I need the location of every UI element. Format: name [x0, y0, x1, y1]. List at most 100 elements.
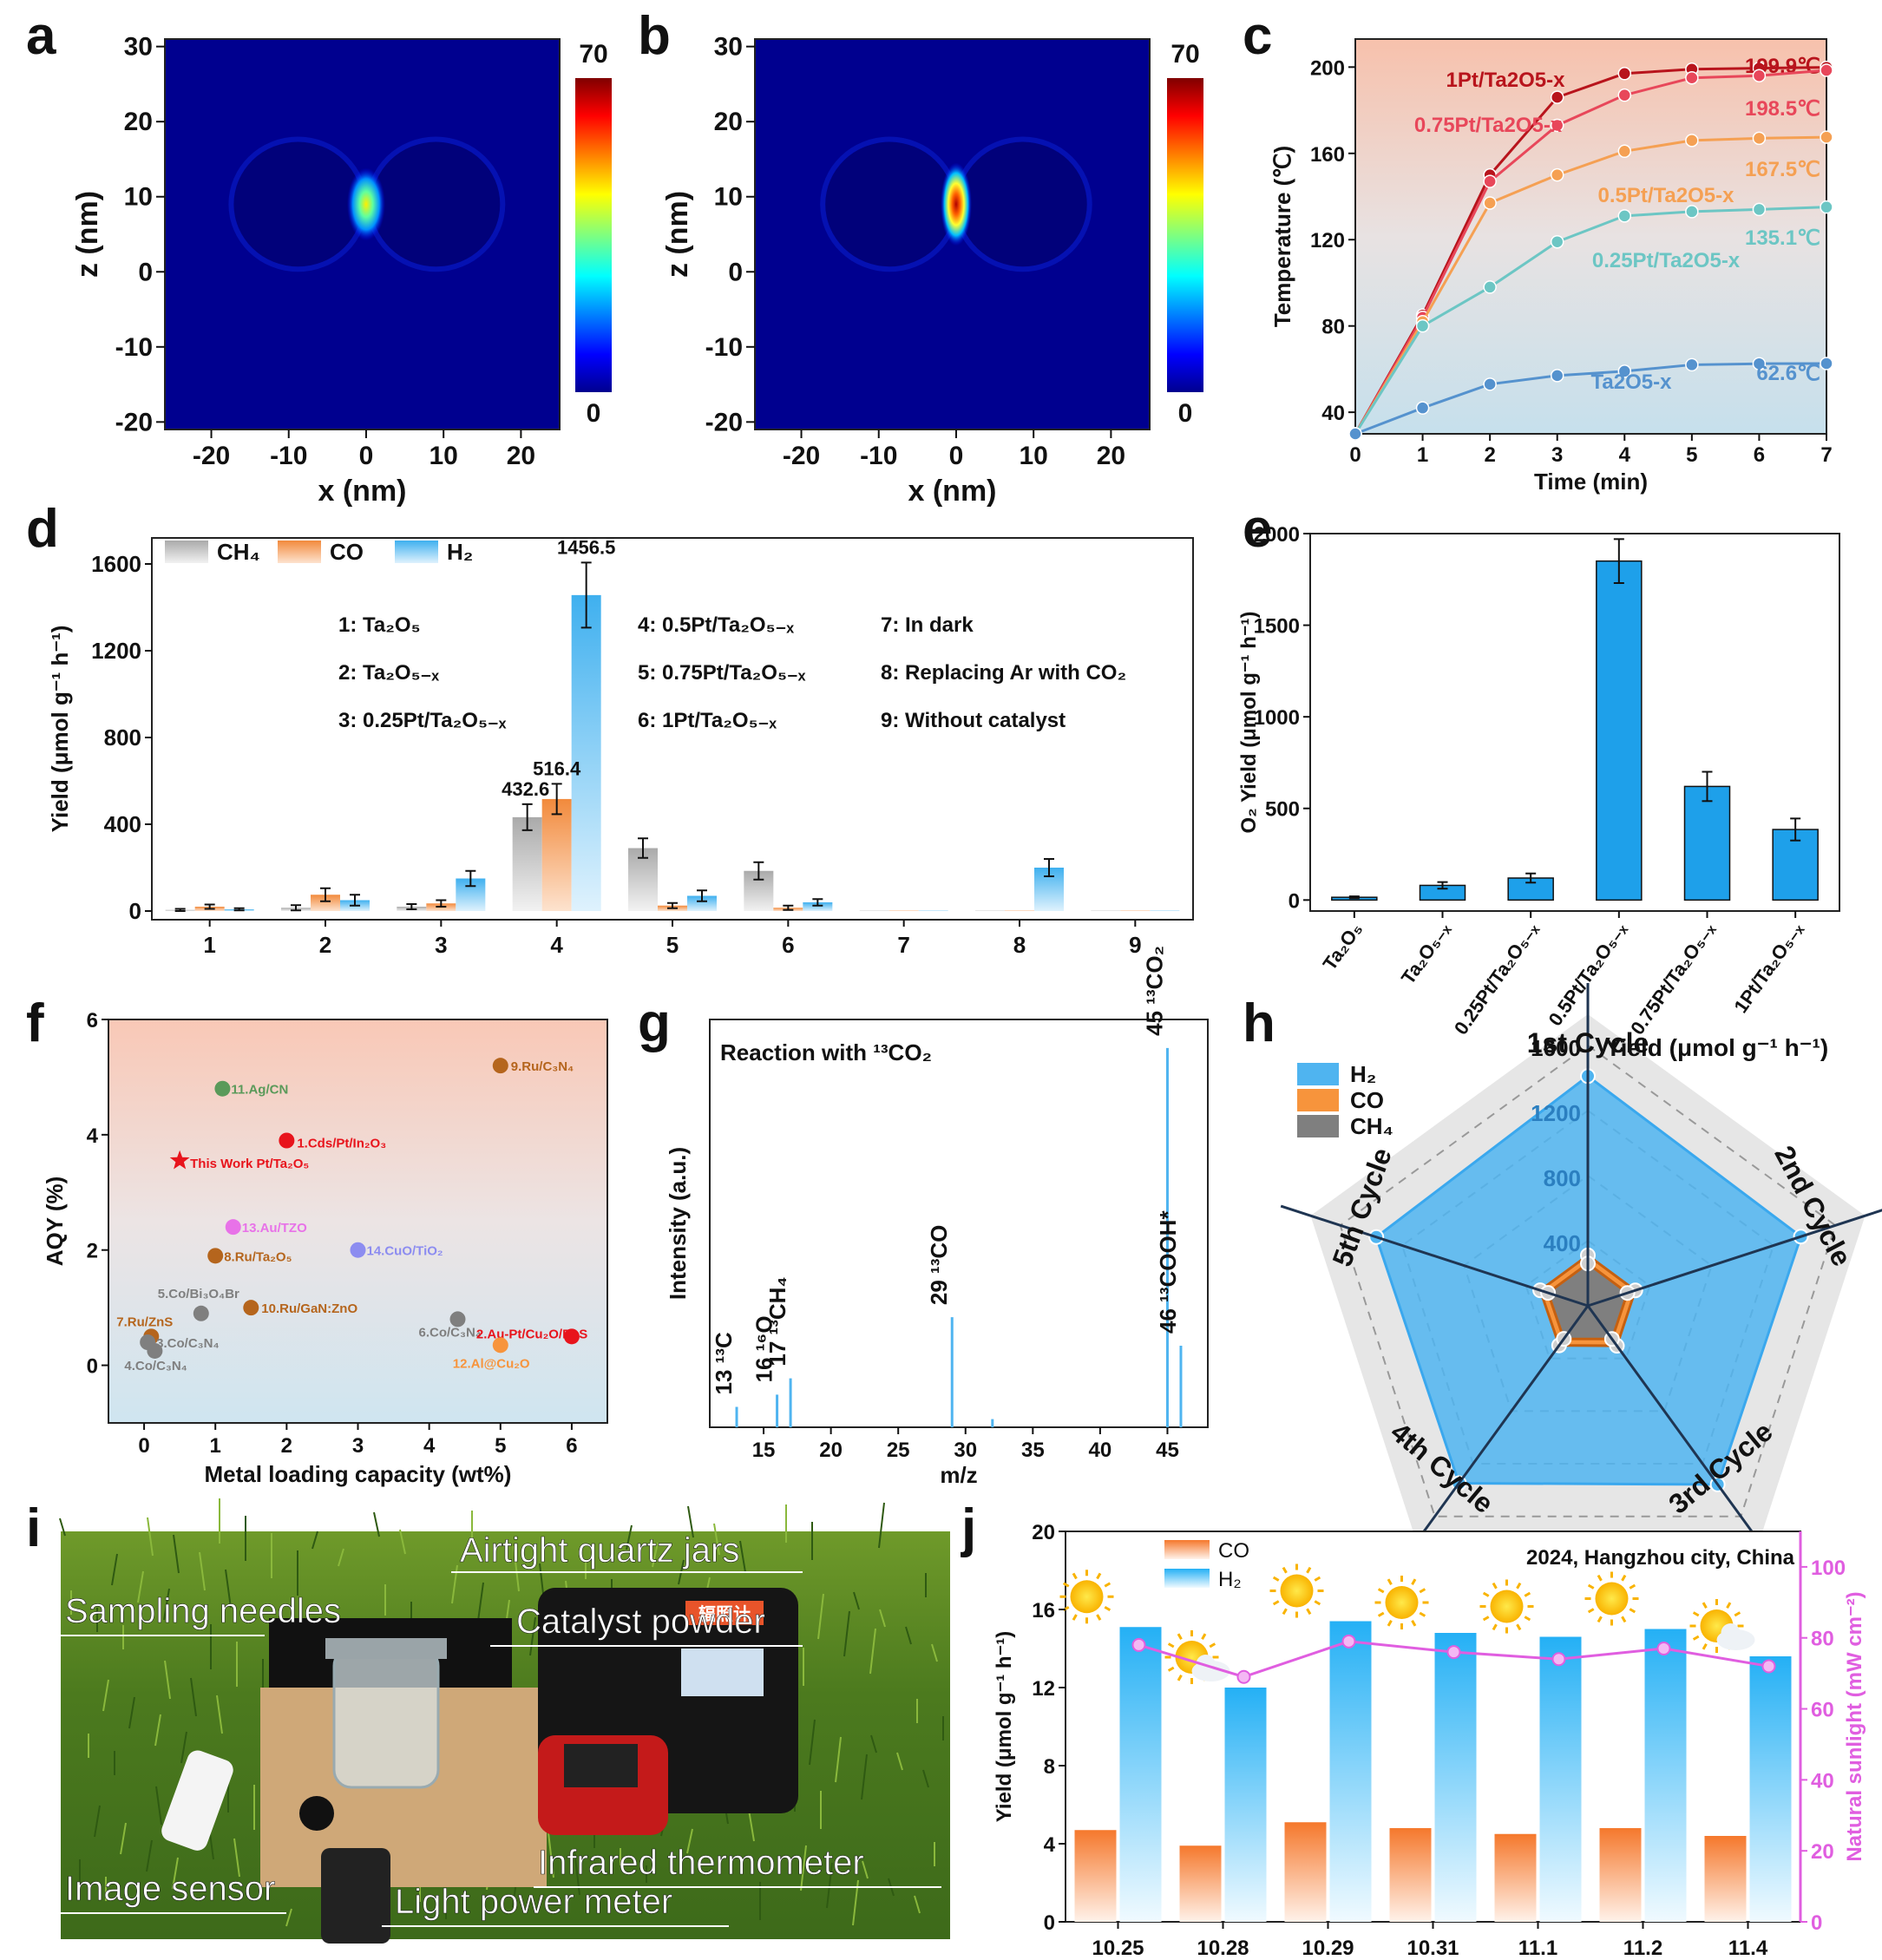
- sunlight-point: [1341, 1634, 1356, 1649]
- sun-ray: [1209, 1642, 1216, 1649]
- value-label: 1456.5: [557, 536, 615, 558]
- x-tick-label: 5: [495, 1434, 506, 1458]
- sun-ray: [1702, 1602, 1708, 1609]
- x-tick-label: 4: [1619, 443, 1631, 467]
- chart-title: Reaction with ¹³CO₂: [720, 1039, 932, 1065]
- grass-blade: [862, 1860, 869, 1879]
- data-point: [1617, 209, 1632, 223]
- y-tick-label: 0: [138, 258, 153, 286]
- x-tick-label: 2: [281, 1434, 292, 1458]
- grass-blade: [826, 1862, 833, 1909]
- radial-tick-label: 1200: [1531, 1100, 1581, 1126]
- series-line: [1354, 69, 1827, 435]
- grass-blade: [896, 1752, 903, 1771]
- point-label: 9.Ru/C₃N₄: [511, 1059, 574, 1074]
- y-tick-label: 40: [1321, 402, 1345, 425]
- bar: [1150, 910, 1180, 911]
- legend-label: H₂: [1218, 1568, 1242, 1591]
- grass-blade: [146, 1839, 153, 1872]
- data-point: [492, 1337, 508, 1354]
- data-star: [169, 1150, 190, 1170]
- y-tick-label: 2000: [1254, 523, 1300, 547]
- data-point: [1752, 202, 1767, 217]
- panel-letter: j: [961, 1498, 976, 1558]
- y-tick-label: 80: [1321, 316, 1345, 339]
- grass-blade: [199, 1551, 206, 1591]
- panel-letter: f: [26, 993, 44, 1053]
- point-label: 3.Co/C₃N₄: [156, 1336, 219, 1351]
- y-tick-label: 1200: [91, 638, 141, 664]
- legend-swatch: [1297, 1089, 1339, 1111]
- point-label: This Work Pt/Ta₂O₅: [190, 1157, 309, 1171]
- bar: [1389, 1828, 1432, 1922]
- data-point: [207, 1248, 224, 1264]
- sun-ray: [1104, 1582, 1111, 1588]
- series-label: 0.25Pt/Ta2O5-x: [1592, 249, 1741, 272]
- data-point: [1820, 357, 1833, 370]
- sun-ray: [1734, 1611, 1741, 1617]
- series-label: Ta2O5-x: [1591, 370, 1673, 394]
- grass-blade: [686, 1828, 693, 1854]
- data-point: [492, 1058, 508, 1074]
- panel-f: 0 1 2 3 4 5 6 0 2 4 6 Metal loading capacity (wt%) A…: [42, 1009, 608, 1487]
- y-tick-label: -20: [705, 408, 743, 436]
- grass-blade: [225, 1569, 232, 1609]
- sun-ray: [1377, 1588, 1385, 1594]
- case-sticker: [681, 1649, 764, 1696]
- x-tick-label: 10.31: [1407, 1937, 1459, 1960]
- data-point: [225, 1219, 241, 1236]
- end-value-label: 198.5℃: [1745, 97, 1820, 121]
- data-point: [1415, 318, 1430, 333]
- x-tick-label: 1: [210, 1434, 221, 1458]
- point-label: 7.Ru/ZnS: [116, 1314, 173, 1329]
- x-tick-label: 0.25Pt/Ta₂O₅₋ₓ: [1450, 918, 1544, 1039]
- bar: [571, 594, 601, 911]
- case-label: [685, 1601, 764, 1625]
- sun-icon: [1385, 1586, 1419, 1619]
- x-tick-label: 2: [319, 932, 331, 958]
- y-tick-label: 800: [104, 724, 141, 751]
- data-point: [1617, 67, 1632, 81]
- y-tick-label: 0: [1044, 1911, 1055, 1935]
- point-label: 12.Al@Cu₂O: [453, 1356, 530, 1371]
- grass-blade: [835, 1736, 842, 1783]
- value-label: 432.6: [502, 778, 549, 800]
- x-tick-label: 10.28: [1197, 1937, 1249, 1960]
- nanosphere: [825, 141, 954, 267]
- bar: [541, 798, 572, 911]
- jar-lid: [325, 1638, 447, 1659]
- bar: [1329, 1621, 1372, 1922]
- y-tick-label: 12: [1032, 1677, 1055, 1701]
- data-point: [1483, 377, 1497, 391]
- grass-blade: [817, 1593, 824, 1640]
- data-point: [1483, 174, 1497, 188]
- data-point: [147, 1342, 163, 1359]
- legend-swatch: [395, 541, 438, 563]
- panel-j: 10.25 10.28 10.29 10.31 11.1 11.2 11.4 0 4 8 12 16 2…: [993, 1521, 1866, 1960]
- y-tick-label: 120: [1310, 229, 1345, 252]
- sun-ray: [1104, 1605, 1111, 1612]
- quartz-jar: [332, 1647, 440, 1789]
- point-label: 14.CuO/TiO₂: [367, 1244, 443, 1259]
- panel-letter: e: [1243, 499, 1272, 559]
- grass-blade: [878, 1502, 885, 1549]
- data-point: [1617, 88, 1632, 102]
- x-tick-label: 3: [435, 932, 447, 958]
- sunlight-point: [1236, 1669, 1251, 1684]
- sun-ray: [1419, 1588, 1426, 1594]
- y-axis-label: O₂ Yield (μmol g⁻¹ h⁻¹): [1237, 611, 1261, 833]
- sun-ray: [1167, 1642, 1175, 1649]
- y-tick-label: 500: [1265, 798, 1300, 822]
- sun-ray: [1621, 1574, 1627, 1582]
- y-tick-label: 400: [104, 811, 141, 837]
- x-tick-label: 1: [1417, 443, 1428, 467]
- y-tick-label: 1000: [1254, 706, 1300, 730]
- radar-axis: [1280, 1204, 1589, 1308]
- x-axis-label: x (nm): [908, 475, 997, 508]
- sun-ray: [1096, 1614, 1102, 1621]
- grass-blade: [311, 1531, 318, 1550]
- x-tick-label: 40: [1089, 1439, 1112, 1462]
- sample-key: 4: 0.5Pt/Ta₂O₅₋ₓ: [638, 613, 794, 637]
- grass-blade: [137, 1570, 144, 1603]
- legend-swatch: [1164, 1540, 1210, 1559]
